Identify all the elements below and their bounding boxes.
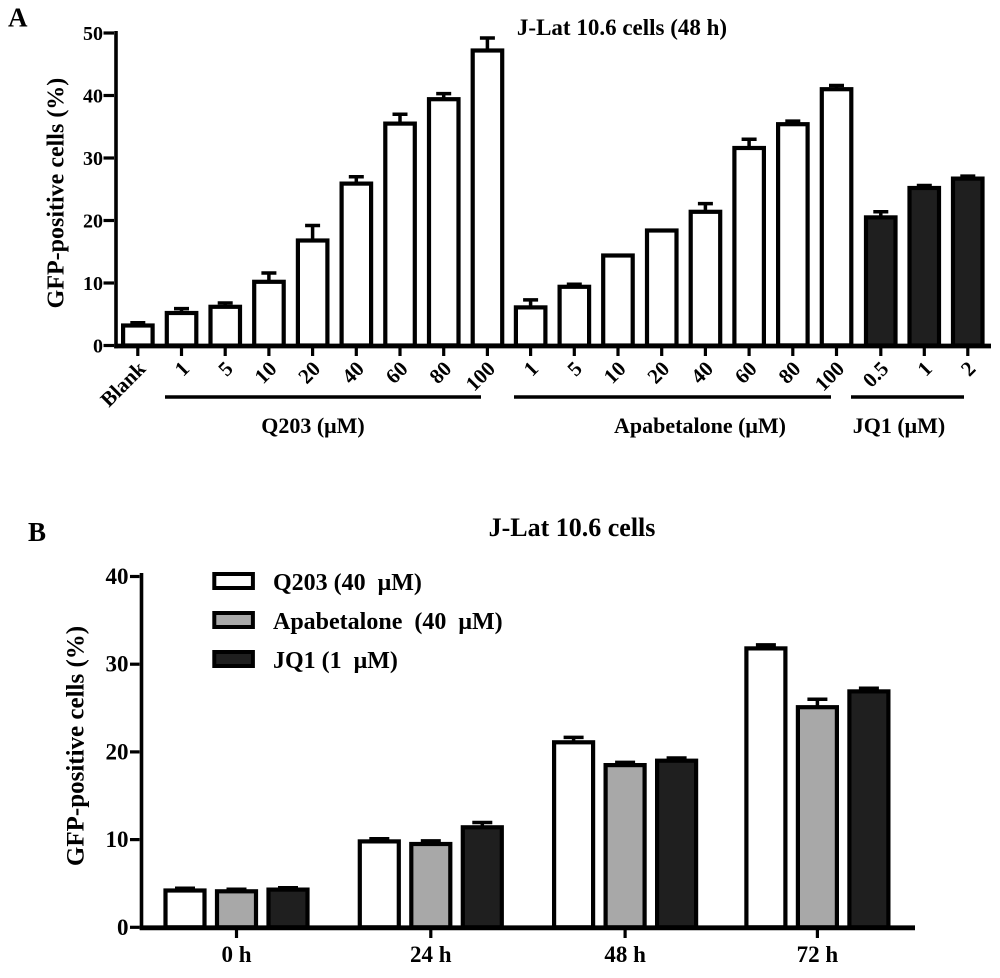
svg-text:JQ1 (1 μM): JQ1 (1 μM)	[273, 648, 398, 674]
svg-text:0: 0	[117, 915, 129, 940]
svg-text:50: 50	[83, 23, 103, 45]
svg-text:J-Lat 10.6 cells (48 h): J-Lat 10.6 cells (48 h)	[517, 15, 727, 40]
svg-text:20: 20	[83, 211, 103, 233]
svg-text:Apabetalone (μM): Apabetalone (μM)	[614, 413, 786, 438]
svg-text:72 h: 72 h	[797, 942, 839, 967]
svg-text:0 h: 0 h	[221, 942, 251, 967]
svg-text:30: 30	[83, 148, 103, 170]
svg-text:30: 30	[106, 652, 129, 677]
svg-text:GFP-positive cells (%): GFP-positive cells (%)	[44, 78, 70, 309]
svg-text:B: B	[28, 517, 46, 547]
svg-text:10: 10	[106, 827, 129, 852]
svg-text:40: 40	[83, 86, 103, 108]
svg-text:40: 40	[106, 564, 129, 589]
svg-text:A: A	[8, 3, 28, 33]
svg-text:Q203 (40 μM): Q203 (40 μM)	[273, 570, 422, 596]
svg-text:10: 10	[83, 273, 103, 295]
svg-text:JQ1 (μM): JQ1 (μM)	[853, 413, 946, 438]
svg-text:24 h: 24 h	[410, 942, 452, 967]
svg-text:48 h: 48 h	[604, 942, 646, 967]
svg-text:GFP-positive cells (%): GFP-positive cells (%)	[63, 626, 90, 866]
svg-text:J-Lat 10.6 cells: J-Lat 10.6 cells	[489, 513, 656, 542]
svg-text:Q203 (μM): Q203 (μM)	[261, 413, 365, 438]
svg-text:20: 20	[106, 739, 129, 764]
svg-text:0: 0	[93, 336, 103, 358]
svg-text:Apabetalone (40 μM): Apabetalone (40 μM)	[273, 609, 503, 635]
